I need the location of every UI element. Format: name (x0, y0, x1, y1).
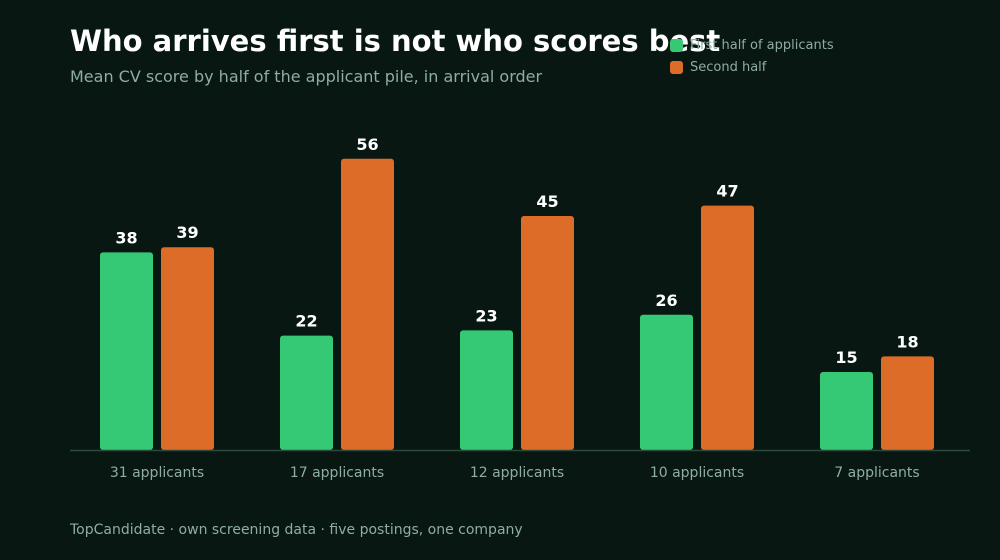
legend: First half of applicants Second half (670, 34, 834, 78)
legend-label-first-half: First half of applicants (690, 37, 834, 53)
chart-subtitle: Mean CV score by half of the applicant p… (70, 67, 543, 86)
bar-second-half (161, 247, 214, 450)
bar-first-half (460, 330, 513, 450)
data-label: 56 (356, 135, 378, 154)
bar-group: 23 45 12 applicants (460, 192, 574, 481)
legend-item-second-half: Second half (670, 56, 834, 78)
x-tick-label: 17 applicants (290, 465, 384, 481)
bar-group: 26 47 10 applicants (640, 182, 754, 481)
bar-first-half (640, 314, 693, 450)
bar-group: 15 18 7 applicants (820, 332, 934, 481)
bar-first-half (100, 252, 153, 450)
legend-swatch-second-half (670, 60, 683, 74)
bar-second-half (341, 158, 394, 451)
x-tick-label: 31 applicants (110, 465, 204, 481)
bar-group: 22 56 17 applicants (280, 135, 394, 481)
data-label: 23 (475, 306, 497, 325)
data-label: 22 (295, 312, 317, 331)
bar-second-half (701, 205, 754, 450)
legend-swatch-first-half (670, 38, 683, 52)
chart-title: Who arrives first is not who scores best (70, 24, 721, 58)
data-label: 45 (536, 192, 558, 211)
data-label: 15 (835, 348, 857, 367)
data-label: 38 (115, 228, 137, 247)
bar-first-half (820, 372, 873, 450)
x-tick-label: 10 applicants (650, 465, 744, 481)
bar-second-half (521, 216, 574, 450)
data-label: 18 (896, 332, 918, 351)
data-label: 47 (716, 182, 738, 201)
bar-second-half (881, 356, 934, 450)
data-label: 39 (176, 223, 198, 242)
chart-footer: TopCandidate · own screening data · five… (70, 522, 523, 538)
legend-item-first-half: First half of applicants (670, 34, 834, 56)
bar-first-half (280, 335, 333, 450)
bar-group: 38 39 31 applicants (100, 223, 214, 481)
x-tick-label: 7 applicants (834, 465, 919, 481)
legend-label-second-half: Second half (690, 59, 767, 75)
x-tick-label: 12 applicants (470, 465, 564, 481)
data-label: 26 (655, 291, 677, 310)
